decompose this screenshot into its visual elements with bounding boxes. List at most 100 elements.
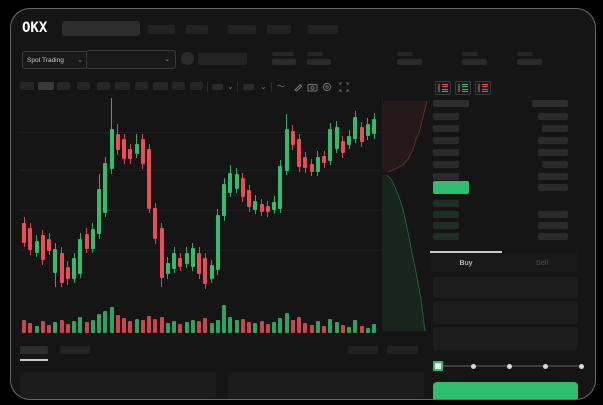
book-bids-icon[interactable] xyxy=(455,81,471,95)
candle xyxy=(353,117,358,139)
buy-submit-button[interactable] xyxy=(433,382,578,399)
toolbar-block[interactable] xyxy=(97,82,110,90)
candle xyxy=(215,215,220,270)
toolbar-block[interactable] xyxy=(190,82,203,90)
bid-amount-placeholder[interactable] xyxy=(538,222,568,229)
candle xyxy=(234,174,239,189)
slider-stop[interactable] xyxy=(579,364,584,369)
candle xyxy=(90,229,95,249)
ask-amount-placeholder[interactable] xyxy=(538,173,568,180)
nav-item-placeholder[interactable] xyxy=(267,25,291,34)
volume-bar xyxy=(297,317,301,333)
ask-price-placeholder[interactable] xyxy=(433,173,459,180)
book-asks-icon[interactable] xyxy=(475,81,491,95)
nav-item-placeholder[interactable] xyxy=(148,25,175,34)
bottom-tab[interactable] xyxy=(20,346,48,354)
candle xyxy=(115,134,120,150)
caret-down-icon[interactable]: ⌄ xyxy=(227,82,234,91)
volume-bar xyxy=(53,322,58,333)
order-input-placeholder[interactable] xyxy=(433,301,578,324)
toolbar-block[interactable] xyxy=(77,82,90,90)
settings-icon[interactable] xyxy=(322,82,332,92)
ask-amount-placeholder[interactable] xyxy=(538,113,568,120)
volume-bar xyxy=(59,320,64,333)
candle xyxy=(78,239,83,274)
camera-icon[interactable] xyxy=(307,82,318,92)
candle xyxy=(134,144,139,154)
interval-widget[interactable] xyxy=(212,84,223,90)
indicator-widget[interactable] xyxy=(243,84,254,90)
ask-price-placeholder[interactable] xyxy=(433,137,459,144)
book-combined-icon[interactable] xyxy=(435,81,451,95)
ask-amount-placeholder[interactable] xyxy=(542,125,568,132)
candlestick-chart[interactable] xyxy=(20,95,380,335)
bid-amount-placeholder[interactable] xyxy=(538,211,568,218)
ask-amount-placeholder[interactable] xyxy=(538,149,568,156)
tab-sell[interactable]: Sell xyxy=(535,258,549,267)
volume-bar xyxy=(365,328,370,333)
stat-value-placeholder xyxy=(307,59,331,65)
volume-bar xyxy=(322,326,326,333)
candle xyxy=(328,129,333,161)
bid-price-placeholder[interactable] xyxy=(433,233,459,240)
toolbar-block[interactable] xyxy=(20,82,34,90)
candle xyxy=(322,156,326,163)
volume-bar xyxy=(190,320,195,333)
toolbar-block[interactable] xyxy=(135,82,148,90)
toolbar-block[interactable] xyxy=(172,82,185,90)
bottom-tab[interactable] xyxy=(60,346,90,354)
volume-bar xyxy=(90,320,95,333)
stat-value-placeholder xyxy=(517,59,542,65)
slider-handle[interactable] xyxy=(433,361,443,371)
bid-amount-placeholder[interactable] xyxy=(538,233,568,240)
candle xyxy=(315,157,320,172)
tab-buy[interactable]: Buy xyxy=(459,258,473,267)
volume-bar xyxy=(65,324,70,333)
search-input[interactable] xyxy=(62,21,140,36)
ask-price-placeholder[interactable] xyxy=(433,113,459,120)
slider-stop[interactable] xyxy=(507,364,512,369)
caret-down-icon[interactable]: ⌄ xyxy=(260,82,267,91)
slider-stop[interactable] xyxy=(543,364,548,369)
candle xyxy=(103,163,108,213)
bid-price-placeholder[interactable] xyxy=(433,200,459,207)
candle xyxy=(172,253,176,269)
order-input-placeholder[interactable] xyxy=(433,327,578,350)
candle xyxy=(22,223,26,243)
order-input-placeholder[interactable] xyxy=(433,277,578,298)
nav-item-placeholder[interactable] xyxy=(228,25,256,34)
volume-bar xyxy=(203,318,208,333)
candle xyxy=(184,253,189,264)
bottom-control-placeholder[interactable] xyxy=(348,346,378,354)
volume-bar xyxy=(353,320,358,333)
market-type-selector[interactable]: Spot Trading ⌄ xyxy=(22,51,88,69)
volume-bar xyxy=(140,320,145,333)
nav-item-placeholder[interactable] xyxy=(186,25,208,34)
volume-bar xyxy=(28,323,33,333)
bottom-tab-indicator xyxy=(20,359,48,361)
toolbar-block[interactable] xyxy=(115,82,130,90)
ask-price-placeholder[interactable] xyxy=(433,161,459,168)
ask-price-placeholder[interactable] xyxy=(433,125,459,132)
pair-selector[interactable]: ⌄ xyxy=(86,50,176,69)
nav-item-placeholder[interactable] xyxy=(308,25,338,34)
bid-price-placeholder[interactable] xyxy=(433,211,459,218)
ask-price-placeholder[interactable] xyxy=(433,149,459,156)
active-tab-indicator xyxy=(430,251,502,253)
candle xyxy=(40,235,45,260)
last-price-badge[interactable] xyxy=(433,181,469,194)
ask-amount-placeholder[interactable] xyxy=(542,161,568,168)
fullscreen-icon[interactable] xyxy=(339,82,349,92)
candle xyxy=(34,241,39,253)
bottom-control-placeholder[interactable] xyxy=(387,346,418,354)
bid-price-placeholder[interactable] xyxy=(433,222,459,229)
toolbar-block[interactable] xyxy=(38,82,54,90)
toolbar-block[interactable] xyxy=(153,82,168,90)
candle xyxy=(140,139,145,164)
edit-icon[interactable] xyxy=(293,82,303,92)
line-tool-icon[interactable]: 〜 xyxy=(277,82,285,91)
volume-bar xyxy=(72,321,76,333)
slider-stop[interactable] xyxy=(471,364,476,369)
toolbar-block[interactable] xyxy=(57,82,70,90)
ask-amount-placeholder[interactable] xyxy=(538,137,568,144)
